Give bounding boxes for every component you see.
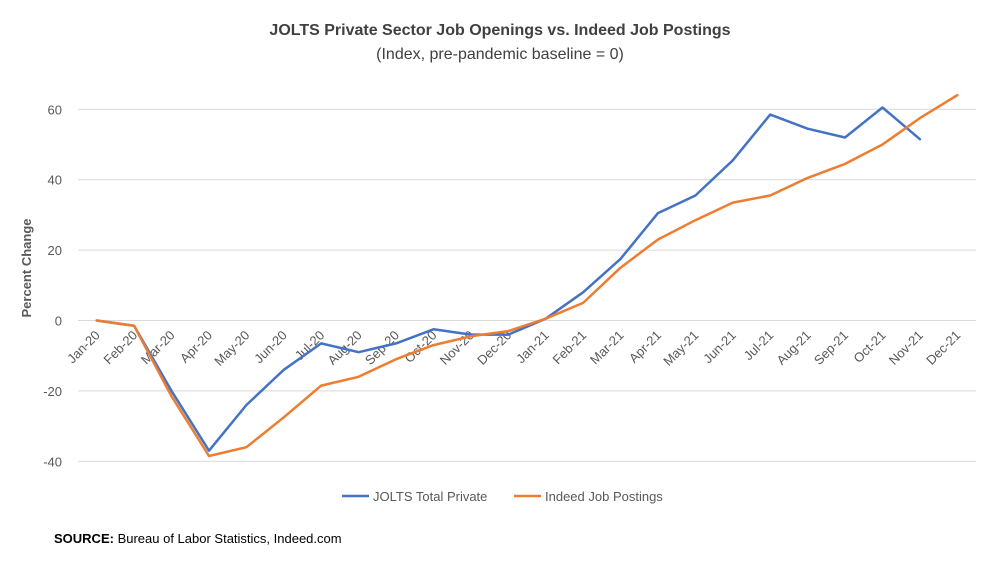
x-tick-label: Mar-21 [587, 328, 627, 368]
legend-label: JOLTS Total Private [373, 489, 487, 504]
x-tick-label: Jan-21 [513, 328, 552, 367]
y-tick-label: 40 [48, 173, 62, 188]
series-line [95, 93, 959, 458]
chart-subtitle: (Index, pre-pandemic baseline = 0) [376, 46, 624, 63]
x-tick-label: Nov-21 [886, 328, 926, 368]
x-tick-label: Apr-21 [626, 328, 664, 366]
legend-label: Indeed Job Postings [545, 489, 663, 504]
x-tick-label: Jan-20 [64, 328, 103, 367]
y-tick-label: 20 [48, 243, 62, 258]
series-lines [95, 93, 959, 458]
y-axis-label: Percent Change [19, 219, 34, 318]
x-tick-label: Jun-20 [251, 328, 290, 367]
x-tick-label: Jul-21 [741, 328, 777, 364]
x-tick-label: Feb-20 [101, 328, 141, 368]
gridlines [78, 108, 976, 462]
source-label: SOURCE: [54, 531, 114, 546]
x-tick-label: Sep-21 [811, 328, 851, 368]
legend: JOLTS Total Private Indeed Job Postings [342, 489, 663, 504]
chart-title: JOLTS Private Sector Job Openings vs. In… [269, 22, 731, 39]
x-tick-label: May-20 [211, 328, 252, 369]
x-tick-label: Dec-21 [923, 328, 963, 368]
x-tick-label: Oct-21 [850, 328, 888, 366]
x-tick-label: Apr-20 [177, 328, 215, 366]
y-tick-label: -20 [43, 384, 62, 399]
x-tick-label: May-21 [660, 328, 701, 369]
y-tick-label: 60 [48, 102, 62, 117]
y-tick-label: 0 [55, 314, 62, 329]
source-text: Bureau of Labor Statistics, Indeed.com [113, 531, 342, 546]
x-tick-label: Aug-21 [773, 328, 813, 368]
x-tick-label: Jul-20 [292, 328, 328, 364]
x-tick-label: Mar-20 [138, 328, 178, 368]
x-tick-label: Jun-21 [700, 328, 739, 367]
source-note: SOURCE: Bureau of Labor Statistics, Inde… [54, 531, 342, 546]
y-axis-ticks: -40 -20 0 20 40 60 [43, 102, 62, 469]
x-tick-label: Feb-21 [550, 328, 590, 368]
series-line [95, 106, 922, 452]
y-tick-label: -40 [43, 454, 62, 469]
